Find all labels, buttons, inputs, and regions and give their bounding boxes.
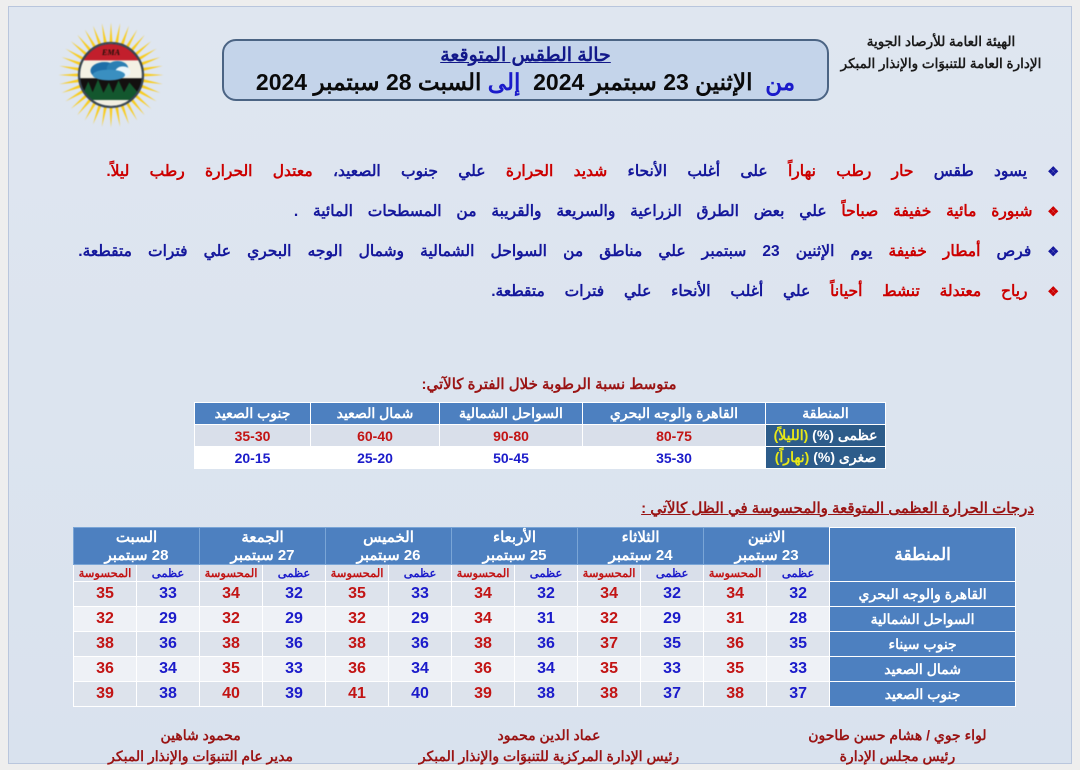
- svg-text:EMA: EMA: [101, 48, 121, 57]
